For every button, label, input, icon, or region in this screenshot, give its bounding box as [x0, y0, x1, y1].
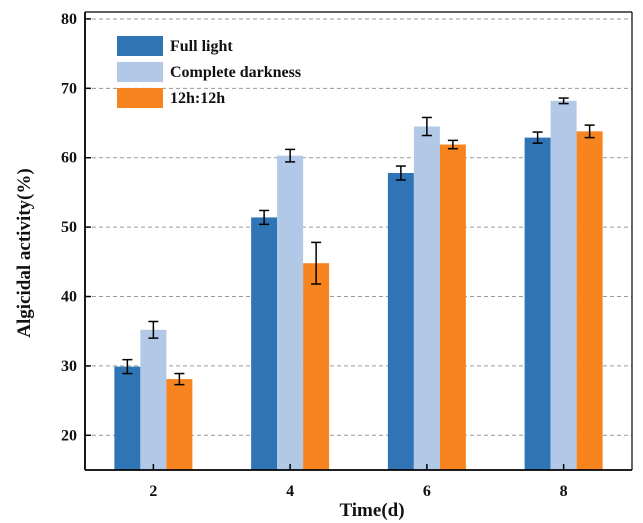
- y-axis-title: Algicidal activity(%): [14, 168, 35, 337]
- x-axis-title: Time(d): [339, 500, 404, 521]
- bar: [303, 263, 330, 470]
- x-tick-label: 4: [286, 483, 294, 500]
- tick-labels: 20 30 40 50 60 70 80 2 4 6 8: [61, 11, 568, 500]
- legend-swatch: [117, 88, 163, 108]
- y-tick-label: 40: [61, 289, 77, 306]
- bar: [140, 329, 167, 470]
- legend: Full light Complete darkness 12h:12h: [117, 36, 301, 108]
- y-tick-label: 60: [61, 150, 77, 167]
- x-tick-label: 8: [560, 483, 568, 500]
- bar: [387, 172, 414, 470]
- y-tick-label: 30: [61, 358, 77, 375]
- legend-label: 12h:12h: [170, 90, 225, 107]
- bar: [524, 137, 551, 470]
- bar: [251, 217, 278, 470]
- bar: [550, 100, 577, 470]
- y-tick-label: 20: [61, 427, 77, 444]
- legend-swatch: [117, 36, 163, 56]
- bar: [166, 379, 193, 470]
- legend-label: Full light: [170, 38, 233, 55]
- axes: [84, 11, 633, 471]
- grid-lines: [85, 18, 632, 436]
- legend-label: Complete darkness: [170, 64, 301, 81]
- bar: [277, 155, 304, 471]
- y-tick-label: 70: [61, 80, 77, 97]
- x-tick-label: 6: [423, 483, 431, 500]
- bar: [114, 366, 141, 470]
- legend-swatch: [117, 62, 163, 82]
- bar: [413, 126, 440, 470]
- bar: [576, 131, 603, 470]
- y-tick-label: 80: [61, 11, 77, 28]
- bars: [114, 97, 603, 471]
- x-tick-label: 2: [149, 483, 157, 500]
- bar: [439, 144, 466, 470]
- y-tick-label: 50: [61, 219, 77, 236]
